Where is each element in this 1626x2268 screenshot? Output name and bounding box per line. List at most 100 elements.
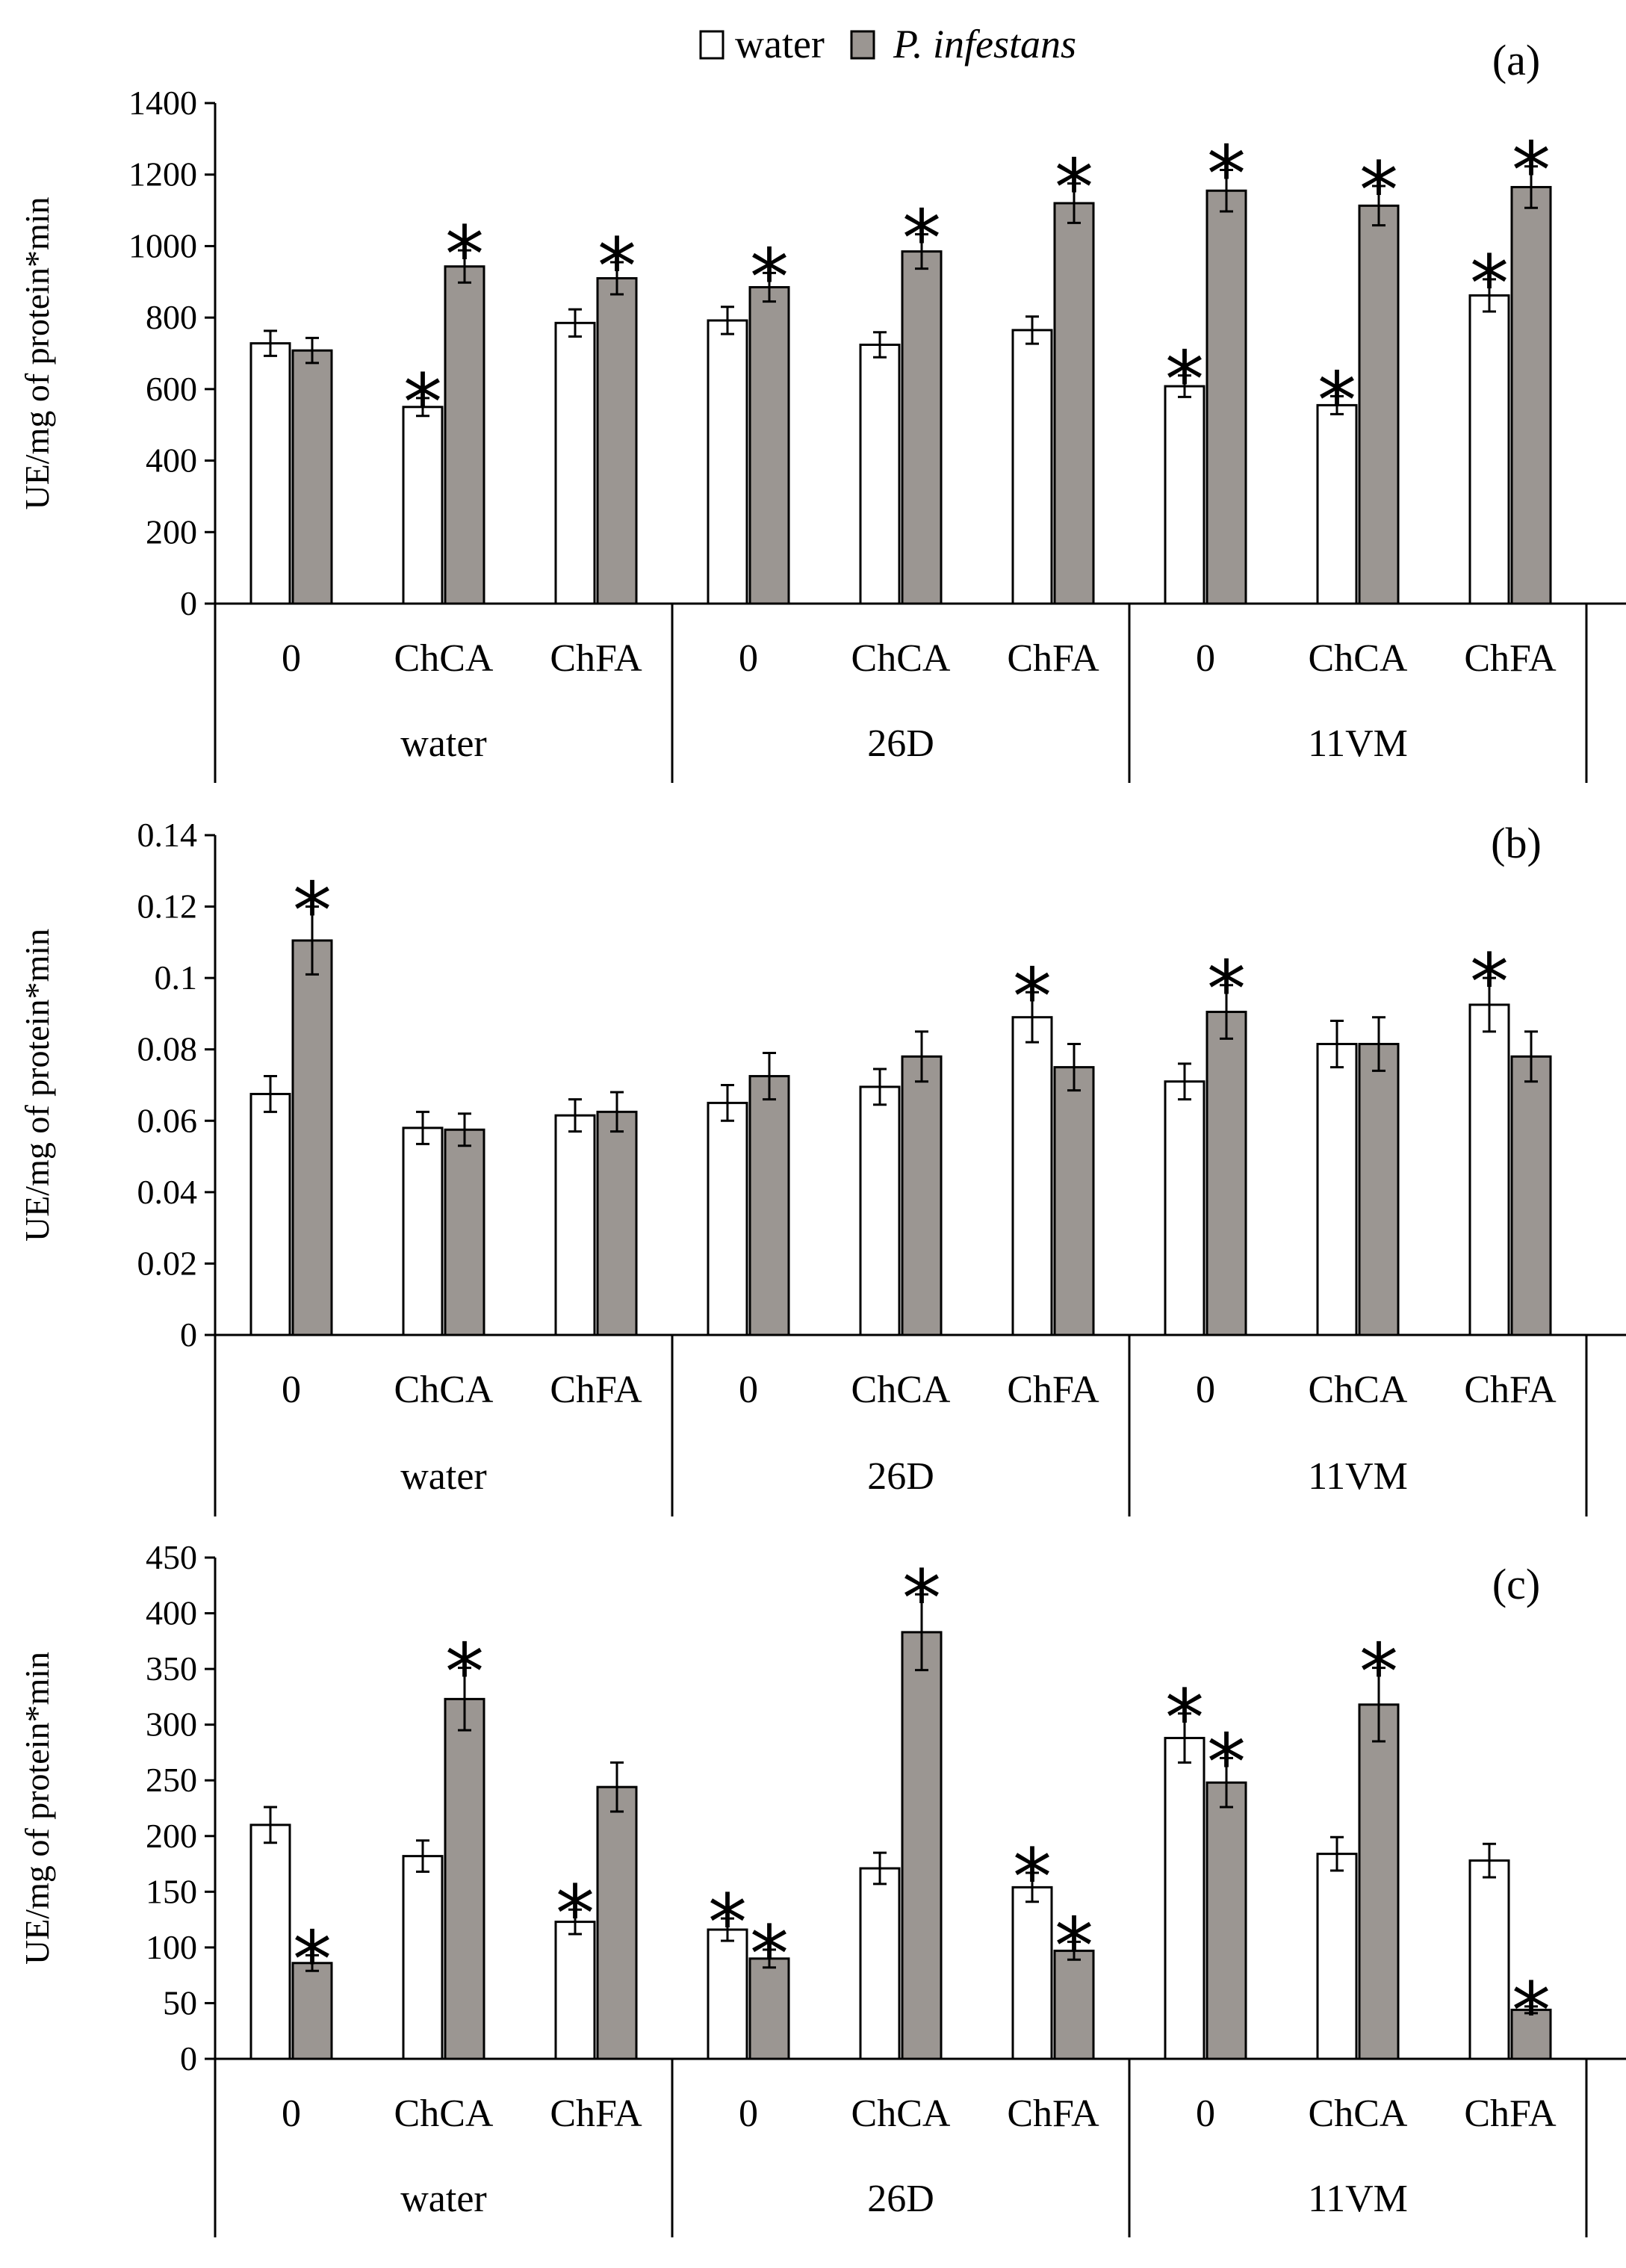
- y-tick-label: 200: [146, 1817, 197, 1855]
- y-tick-label: 1400: [128, 84, 197, 122]
- bar-infected: [1358, 204, 1400, 605]
- y-axis-label: UE/mg of protein*min: [18, 196, 56, 509]
- group-label: water: [400, 2178, 486, 2220]
- significance-marker: *: [1013, 951, 1052, 1042]
- significance-marker: *: [293, 1914, 332, 2005]
- legend-water-label: water: [735, 22, 825, 66]
- bar-infected: [748, 285, 790, 605]
- bar-infected: [1053, 202, 1095, 605]
- y-axis-label: UE/mg of protein*min: [18, 929, 56, 1242]
- y-tick-label: 1200: [128, 155, 197, 193]
- bar-infected: [291, 349, 333, 605]
- bar-water: [249, 1092, 291, 1336]
- bar-infected: [1358, 1703, 1400, 2060]
- group-label: 26D: [867, 722, 934, 765]
- category-label: ChCA: [394, 637, 494, 680]
- significance-marker: *: [598, 221, 636, 312]
- significance-marker: *: [1512, 1965, 1551, 2057]
- category-label: ChCA: [851, 637, 951, 680]
- y-tick-label: 1000: [128, 226, 197, 264]
- significance-marker: *: [750, 232, 789, 323]
- category-label: 0: [739, 1369, 758, 1411]
- y-tick-label: 600: [146, 370, 197, 408]
- category-label: ChFA: [550, 1369, 642, 1411]
- category-label: ChCA: [851, 1369, 951, 1411]
- significance-marker: *: [1512, 126, 1551, 217]
- y-tick-label: 400: [146, 441, 197, 480]
- bar-water: [554, 1114, 596, 1336]
- bar-water: [1164, 1080, 1205, 1336]
- y-tick-label: 50: [163, 1983, 197, 2021]
- significance-marker: *: [293, 866, 332, 957]
- chart-panel: 0 200 400 600 800 1000 1200 1400 UE/mg of protei…: [18, 36, 1626, 783]
- bar-infected: [1358, 1043, 1400, 1336]
- chart-panel: 0 0.02 0.04 0.06 0.08 0.1 0.12 0.14 UE/mg of pro…: [18, 816, 1626, 1516]
- group-label: 11VM: [1308, 1455, 1408, 1498]
- significance-marker: *: [1055, 1900, 1093, 1992]
- significance-marker: *: [1470, 238, 1509, 329]
- bar-infected: [1205, 1781, 1247, 2060]
- legend-infected-swatch: [850, 30, 875, 60]
- y-tick-label: 0.12: [137, 887, 198, 926]
- category-label: ChCA: [1309, 2092, 1408, 2135]
- significance-marker: *: [403, 357, 442, 448]
- bar-water: [1164, 1737, 1205, 2060]
- y-tick-label: 0.04: [137, 1173, 198, 1211]
- significance-marker: *: [902, 1553, 941, 1644]
- group-label: 11VM: [1308, 722, 1408, 765]
- category-label: ChFA: [1007, 1369, 1099, 1411]
- bar-water: [249, 342, 291, 605]
- bar-water: [1468, 1003, 1510, 1336]
- bar-infected: [1205, 189, 1247, 605]
- bar-infected: [596, 277, 638, 605]
- y-tick-label: 300: [146, 1705, 197, 1744]
- category-label: ChFA: [550, 2092, 642, 2135]
- bar-infected: [596, 1110, 638, 1336]
- significance-marker: *: [1359, 1627, 1398, 1718]
- bar-water: [1011, 1016, 1053, 1336]
- bar-water: [1011, 329, 1053, 605]
- significance-marker: *: [1165, 1673, 1204, 1764]
- y-tick-label: 450: [146, 1538, 197, 1576]
- bar-water: [402, 1855, 444, 2060]
- category-label: ChCA: [1309, 1369, 1408, 1411]
- panels: 0 200 400 600 800 1000 1200 1400 UE/mg of protei…: [18, 36, 1626, 2237]
- category-label: 0: [282, 637, 301, 680]
- bar-water: [1468, 294, 1510, 605]
- y-tick-label: 150: [146, 1872, 197, 1910]
- y-tick-label: 0.1: [155, 958, 198, 997]
- category-label: 0: [739, 2092, 758, 2135]
- bar-infected: [291, 939, 333, 1336]
- significance-marker: *: [1055, 143, 1093, 234]
- group-label: water: [400, 1455, 486, 1498]
- significance-marker: *: [1207, 1717, 1246, 1808]
- bar-infected: [1510, 185, 1552, 605]
- significance-marker: *: [556, 1868, 595, 1959]
- bar-water: [1316, 403, 1358, 605]
- y-tick-label: 350: [146, 1649, 197, 1688]
- category-label: ChFA: [1007, 2092, 1099, 2135]
- panel-label: (a): [1492, 36, 1540, 84]
- y-tick-label: 800: [146, 298, 197, 336]
- bar-water: [554, 321, 596, 605]
- bar-water: [249, 1824, 291, 2060]
- category-label: ChFA: [1464, 1369, 1557, 1411]
- category-label: 0: [1196, 1369, 1215, 1411]
- legend-water-swatch: [699, 30, 724, 60]
- category-label: ChCA: [394, 2092, 494, 2135]
- y-tick-label: 0: [180, 2039, 197, 2078]
- category-label: 0: [739, 637, 758, 680]
- bar-infected: [901, 250, 943, 605]
- panel-label: (b): [1491, 819, 1542, 867]
- bar-water: [859, 344, 901, 605]
- category-label: 0: [282, 1369, 301, 1411]
- significance-marker: *: [1470, 937, 1509, 1028]
- bar-infected: [901, 1631, 943, 2060]
- bar-water: [707, 1101, 748, 1336]
- bar-water: [1468, 1859, 1510, 2060]
- significance-marker: *: [1165, 335, 1204, 426]
- significance-marker: *: [708, 1877, 747, 1968]
- y-tick-label: 0.06: [137, 1101, 198, 1139]
- y-axis-label: UE/mg of protein*min: [18, 1652, 56, 1965]
- category-label: ChFA: [1007, 637, 1099, 680]
